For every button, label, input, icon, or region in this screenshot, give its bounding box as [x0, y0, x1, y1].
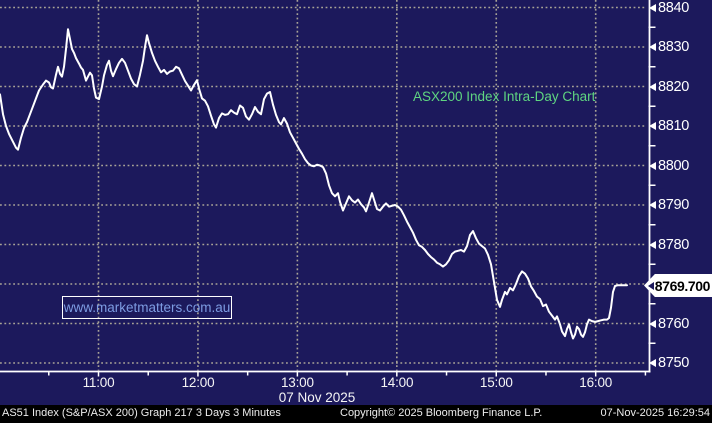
marketmatters-link-text[interactable]: www.marketmatters.com.au [63, 300, 231, 315]
x-axis-tick-16: 16:00 [579, 375, 613, 390]
y-axis-tick-8840: 8840 [649, 0, 689, 17]
y-axis-tick-8750: 8750 [649, 354, 689, 372]
tick-arrow-icon [649, 319, 656, 328]
last-price-value: 8769.700 [654, 277, 711, 294]
marketmatters-link-box[interactable]: www.marketmatters.com.au [62, 296, 232, 319]
price-line-chart [0, 0, 656, 377]
x-axis-tick-11: 11:00 [82, 375, 115, 390]
y-axis-tick-8830: 8830 [649, 38, 689, 56]
x-axis-tick-15: 15:00 [479, 375, 513, 390]
tick-arrow-icon [649, 122, 656, 130]
status-bar: AS51 Index (S&P/ASX 200) Graph 217 3 Day… [0, 405, 712, 423]
chart-title-annotation: ASX200 Index Intra-Day Chart [413, 89, 596, 104]
tick-arrow-icon [649, 201, 656, 209]
session-date-label: 07 Nov 2025 [278, 390, 356, 405]
status-timestamp: 07-Nov-2025 16:29:54 [600, 407, 710, 419]
y-axis-tick-8760: 8760 [649, 315, 689, 333]
tick-arrow-icon [649, 43, 656, 51]
x-axis-tick-13: 13:00 [280, 375, 314, 390]
x-axis-tick-12: 12:00 [181, 375, 215, 390]
tick-arrow-icon [649, 240, 656, 249]
tick-arrow-icon [649, 359, 656, 367]
y-axis-tick-8810: 8810 [649, 117, 689, 135]
y-axis-tick-8820: 8820 [649, 78, 689, 96]
x-axis-tick-14: 14:00 [380, 375, 414, 390]
status-security-description: AS51 Index (S&P/ASX 200) Graph 217 3 Day… [2, 407, 281, 419]
tick-arrow-icon [649, 3, 656, 12]
status-copyright: Copyright© 2025 Bloomberg Finance L.P. [340, 407, 543, 419]
y-axis-tick-8790: 8790 [649, 196, 689, 214]
price-tag-notch-icon [648, 281, 654, 290]
y-axis-tick-8780: 8780 [649, 236, 689, 254]
last-price-tag: 8769.700 [644, 274, 712, 297]
tick-arrow-icon [649, 161, 656, 170]
y-axis-tick-8800: 8800 [649, 157, 689, 175]
tick-arrow-icon [649, 82, 656, 91]
